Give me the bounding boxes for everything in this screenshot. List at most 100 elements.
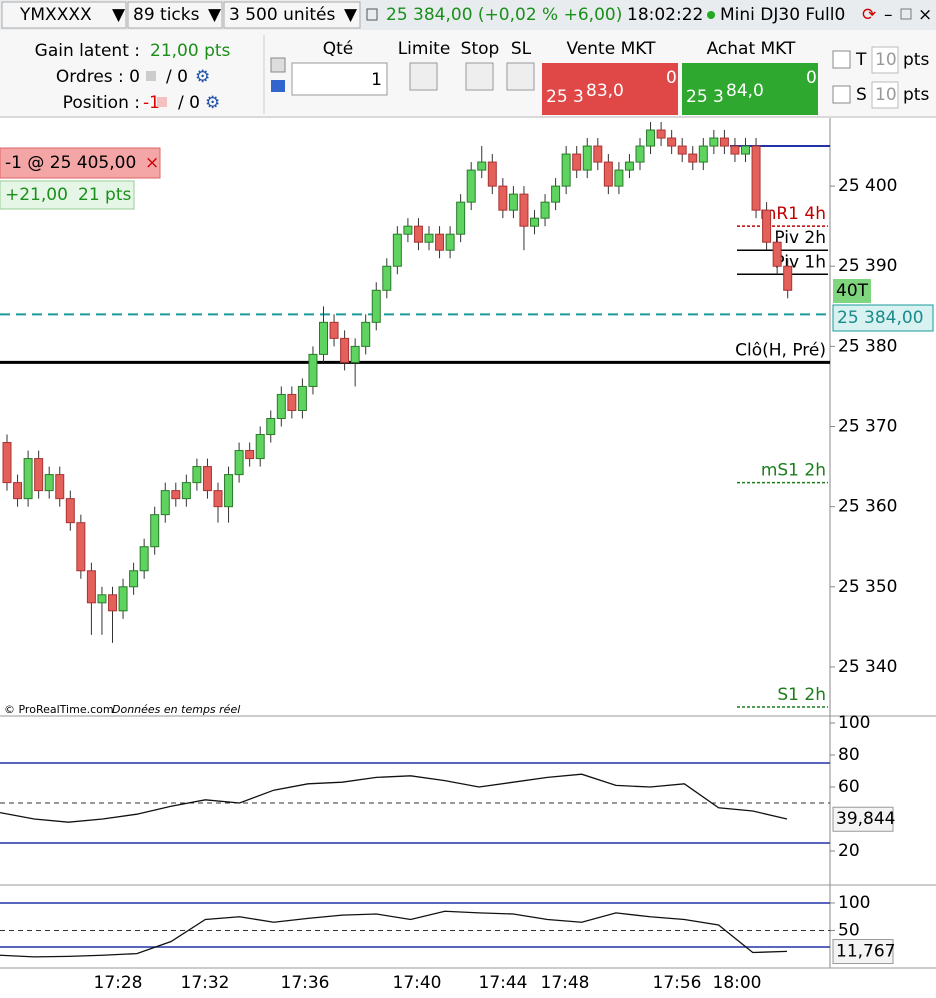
candle-body [719, 137, 729, 147]
s-input[interactable] [871, 81, 899, 109]
candle-body [287, 393, 297, 411]
pnl-label: 21 pts [78, 185, 131, 205]
level-label: Clô(H, Pré) [735, 340, 826, 360]
minimize-btn[interactable]: – [884, 5, 893, 25]
t-input[interactable] [871, 46, 899, 74]
y-tick-label: 50 [838, 921, 860, 941]
limit-button[interactable] [409, 62, 438, 91]
close-btn[interactable]: × [918, 5, 932, 25]
level-label: S1 2h [777, 685, 826, 705]
candle-body [129, 570, 139, 588]
candle-body [65, 498, 75, 524]
orders-label: Ordres : 0 [56, 67, 140, 87]
candle-body [392, 233, 402, 267]
candle-body [551, 185, 561, 203]
realtime-note: Données en temps réel [112, 703, 240, 716]
sell-label: Vente MKT [567, 39, 657, 59]
candle-body [635, 145, 645, 163]
instrument-select[interactable] [1, 1, 127, 29]
candle-body [245, 450, 255, 460]
candle-body [751, 145, 761, 211]
sl-label: SL [511, 39, 532, 59]
s-value: 10 [875, 85, 897, 105]
sell-button[interactable] [542, 63, 678, 115]
candle-body [202, 466, 212, 492]
pnl-pts: +21,00 [5, 185, 68, 205]
gear-icon[interactable]: ⚙ [195, 67, 210, 87]
candle-body [276, 393, 286, 420]
sell-price: 83,0 [586, 81, 624, 101]
stop-button[interactable] [465, 62, 494, 91]
position-label: Position : [63, 93, 140, 113]
candle-body [624, 161, 634, 171]
candle-body [255, 434, 265, 460]
maximize-btn[interactable] [900, 8, 912, 20]
candle-body [266, 418, 276, 436]
level-label: mS1 2h [761, 461, 826, 481]
candle-body [730, 145, 740, 155]
candle-body [2, 442, 12, 484]
position-tag-bg [0, 147, 161, 179]
countdown-bg [833, 279, 871, 303]
y-tick-label: 25 370 [838, 417, 897, 437]
s-checkbox[interactable] [832, 85, 851, 104]
x-tick-label: 17:56 [653, 973, 702, 993]
y-tick-label: 25 390 [838, 256, 897, 276]
dropdown-arrow: ▼ [208, 5, 222, 25]
stop-label: Stop [461, 39, 500, 59]
period-select[interactable] [127, 1, 223, 29]
buy-label: Achat MKT [707, 39, 796, 59]
units: 3 500 unités [229, 5, 335, 25]
level-label: Piv 2h [774, 228, 826, 248]
status-dot [707, 11, 715, 19]
last-price-bg [832, 304, 934, 332]
refresh-icon[interactable]: ⟳ [862, 5, 876, 25]
units-select[interactable] [223, 1, 361, 29]
candle-body [456, 201, 466, 235]
candle-body [76, 522, 86, 572]
candle-body [371, 289, 381, 323]
indicator-line [0, 773, 788, 823]
candle-body [445, 233, 455, 251]
tool-icon[interactable] [270, 57, 286, 73]
gear-icon[interactable]: ⚙ [205, 93, 220, 113]
candle-body [783, 265, 793, 291]
candle-body [382, 265, 392, 291]
candle-body [540, 201, 550, 219]
quote: 25 384,00 (+0,02 % +6,00) [386, 5, 622, 25]
y-tick-label: 100 [838, 893, 870, 913]
buy-price: 84,0 [726, 81, 764, 101]
x-tick-label: 17:48 [541, 973, 590, 993]
y-tick-label: 100 [838, 713, 870, 733]
cancel-icon[interactable] [146, 71, 156, 81]
position-count: / 0 [178, 93, 200, 113]
dropdown-arrow: ▼ [112, 5, 126, 25]
x-tick-label: 17:36 [281, 973, 330, 993]
candle-body [466, 169, 476, 203]
keypad-icon[interactable] [271, 80, 285, 92]
candle-body [97, 594, 107, 604]
qty-input[interactable] [291, 62, 388, 96]
y-tick-label: 25 360 [838, 497, 897, 517]
s-label: S [856, 85, 867, 105]
candle-body [160, 490, 170, 516]
t-checkbox[interactable] [832, 50, 851, 69]
close-position-icon[interactable] [157, 97, 167, 107]
candle-body [319, 321, 328, 355]
buy-sup: 0 [806, 68, 817, 88]
gain-value: 21,00 pts [150, 41, 231, 61]
candle-body [413, 225, 423, 243]
candle-body [487, 161, 497, 187]
t-value: 10 [875, 50, 897, 70]
instrument: YMXXXX [19, 5, 92, 25]
buy-button[interactable] [682, 63, 818, 115]
candle-body [224, 474, 234, 508]
dropdown-arrow: ▼ [344, 5, 358, 25]
candle-body [171, 490, 181, 500]
sl-button[interactable] [506, 62, 535, 91]
candle-body [593, 145, 603, 163]
gain-label: Gain latent : [35, 41, 140, 61]
level-label: Piv 1h [774, 252, 826, 272]
clock: 18:02:22 [627, 5, 703, 25]
copyright: © ProRealTime.com [4, 703, 114, 716]
